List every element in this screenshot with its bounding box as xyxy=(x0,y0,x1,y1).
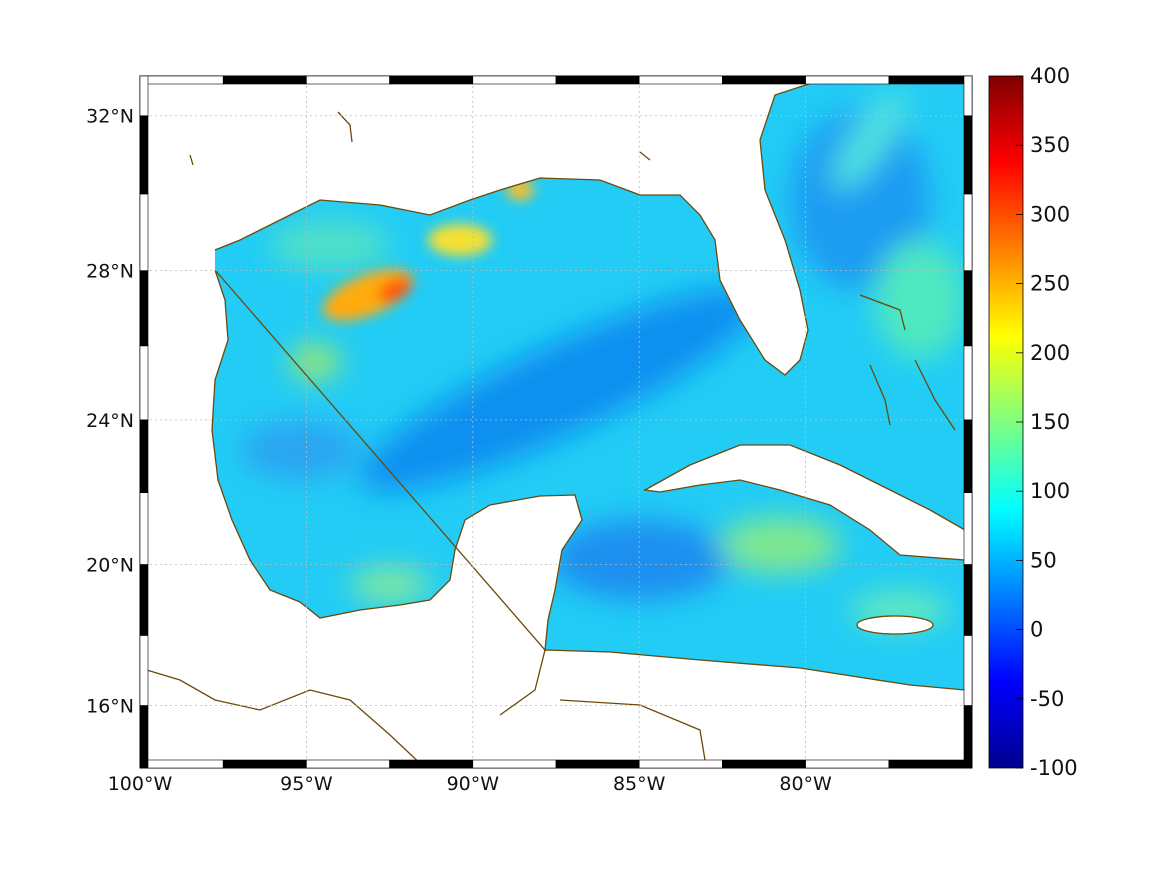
frame-segment xyxy=(139,492,149,565)
frame-segment xyxy=(963,345,973,421)
frame-segment xyxy=(139,705,149,769)
frame-segment xyxy=(888,759,973,769)
frame-segment xyxy=(963,193,973,271)
frame-segment xyxy=(306,75,390,85)
frame-segment xyxy=(306,759,390,769)
frame-segment xyxy=(472,75,557,85)
x-axis-labels: 100°W 95°W 90°W 85°W 80°W xyxy=(108,773,832,795)
frame-segment xyxy=(963,635,973,706)
y-tick-label: 20°N xyxy=(86,554,134,576)
central-america-coastline xyxy=(139,649,706,769)
frame-segment xyxy=(222,75,307,85)
frame-segment xyxy=(139,564,149,636)
x-tick-label: 95°W xyxy=(280,773,333,795)
data-field xyxy=(212,82,965,690)
colorbar-tick-label: 400 xyxy=(1030,64,1070,88)
frame-segment xyxy=(139,115,149,195)
frame-segment xyxy=(888,75,973,85)
colorbar-tick-label: -100 xyxy=(1030,756,1078,780)
frame-segment xyxy=(139,75,149,117)
coastline xyxy=(211,81,966,691)
frame-segment xyxy=(139,193,149,271)
colorbar-tick-label: 150 xyxy=(1030,410,1070,434)
colorbar-tick-label: 50 xyxy=(1030,548,1057,572)
frame-segment xyxy=(555,759,640,769)
y-tick-label: 16°N xyxy=(86,696,134,718)
frame-segment xyxy=(389,75,474,85)
frame-segment xyxy=(963,705,973,769)
frame-segment xyxy=(389,759,474,769)
x-tick-label: 90°W xyxy=(447,773,500,795)
y-tick-label: 24°N xyxy=(86,410,134,432)
frame-segment xyxy=(139,419,149,493)
y-tick-label: 28°N xyxy=(86,261,134,283)
x-tick-label: 80°W xyxy=(779,773,832,795)
frame-segment xyxy=(963,270,973,347)
frame-segment xyxy=(805,75,890,85)
frame-segment xyxy=(222,759,307,769)
frame-segment xyxy=(963,492,973,565)
frame-segment xyxy=(963,115,973,195)
frame-segment xyxy=(963,419,973,493)
x-tick-label: 85°W xyxy=(613,773,666,795)
colorbar-tick-label: 200 xyxy=(1030,341,1070,365)
frame-segment xyxy=(139,75,224,85)
colorbar-tick-label: -50 xyxy=(1030,687,1064,711)
y-axis-labels: 32°N 28°N 24°N 20°N 16°N xyxy=(86,106,134,718)
colorbar-tick-label: 100 xyxy=(1030,479,1070,503)
frame-segment xyxy=(139,759,224,769)
colorbar-tick-label: 250 xyxy=(1030,272,1070,296)
map-frame xyxy=(139,75,973,769)
colorbar-tick-label: 0 xyxy=(1030,618,1043,642)
frame-segment xyxy=(722,75,806,85)
frame-segment xyxy=(472,759,557,769)
colorbar-tick-label: 300 xyxy=(1030,202,1070,226)
y-tick-label: 32°N xyxy=(86,106,134,128)
colorbar-tick-label: 350 xyxy=(1030,133,1070,157)
frame-segment xyxy=(805,759,890,769)
frame-segment xyxy=(555,75,640,85)
bahamas-islands xyxy=(859,294,956,431)
colorbar-border xyxy=(988,75,1024,769)
x-tick-label: 100°W xyxy=(108,773,173,795)
frame-segment xyxy=(139,345,149,421)
frame-segment xyxy=(638,75,723,85)
frame-segment xyxy=(722,759,806,769)
inland-lakes xyxy=(189,111,651,166)
jamaica-landmass xyxy=(856,615,934,635)
colorbar-labels: 400 350 300 250 200 150 100 50 0 -50 -100 xyxy=(988,64,1078,780)
frame-segment xyxy=(139,635,149,706)
graticule xyxy=(140,76,972,768)
frame-segment xyxy=(963,75,973,117)
frame-segment xyxy=(638,759,723,769)
frame-segment xyxy=(139,270,149,347)
frame-segment xyxy=(963,564,973,636)
